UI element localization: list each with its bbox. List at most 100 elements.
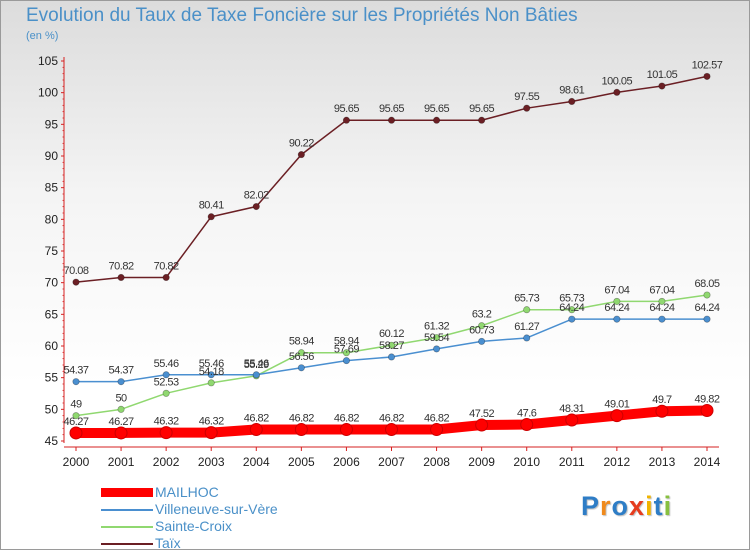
chart-title: Evolution du Taux de Taxe Foncière sur l… — [26, 5, 578, 26]
x-tick-label: 2006 — [333, 455, 360, 469]
x-tick-label: 2009 — [468, 455, 495, 469]
data-point-sainte-croix — [433, 334, 441, 342]
data-point-mailhoc — [520, 418, 534, 432]
data-point-sainte-croix — [658, 297, 666, 305]
data-label-taix: 102.57 — [692, 59, 723, 71]
x-tick-label: 2000 — [63, 455, 90, 469]
data-label-villeneuve-sur-vere: 58.27 — [379, 340, 404, 352]
data-point-villeneuve-sur-vere — [523, 334, 531, 342]
proxiti-logo: Proxiti — [581, 491, 672, 522]
data-label-mailhoc: 49.82 — [694, 393, 719, 405]
data-label-sainte-croix: 63.2 — [472, 309, 492, 321]
data-point-villeneuve-sur-vere — [387, 353, 396, 361]
x-tick-label: 2010 — [513, 455, 540, 469]
data-point-taix — [117, 273, 125, 282]
data-label-villeneuve-sur-vere: 64.24 — [694, 302, 719, 314]
data-point-taix — [207, 213, 215, 221]
data-point-sainte-croix — [297, 349, 305, 357]
data-label-villeneuve-sur-vere: 61.27 — [514, 321, 539, 333]
legend-label-taix: Taïx — [155, 535, 181, 550]
data-point-taix — [252, 202, 260, 211]
data-point-mailhoc — [159, 426, 173, 440]
data-label-sainte-croix: 58.94 — [334, 336, 359, 348]
y-tick-label: 65 — [45, 307, 59, 321]
x-tick-label: 2013 — [649, 455, 676, 469]
data-point-taix — [568, 97, 576, 106]
data-label-sainte-croix: 68.05 — [694, 278, 719, 290]
data-label-villeneuve-sur-vere: 55.46 — [199, 358, 224, 370]
legend-swatch-sainte-croix — [101, 526, 153, 528]
data-point-taix — [658, 82, 666, 90]
data-label-taix: 70.82 — [109, 260, 134, 272]
data-point-villeneuve-sur-vere — [658, 315, 666, 323]
data-label-sainte-croix: 49 — [70, 399, 82, 411]
data-label-mailhoc: 46.32 — [199, 416, 224, 428]
x-tick-label: 2005 — [288, 455, 315, 469]
legend-swatch-villeneuve-sur-vere — [101, 509, 153, 511]
y-tick-label: 90 — [45, 149, 59, 163]
data-label-taix: 70.82 — [154, 260, 179, 272]
data-point-taix — [72, 278, 80, 286]
data-label-mailhoc: 46.82 — [424, 412, 449, 424]
data-label-villeneuve-sur-vere: 55.46 — [154, 358, 179, 370]
data-label-sainte-croix: 65.73 — [514, 293, 539, 305]
x-tick-label: 2014 — [694, 455, 721, 469]
legend-label-sainte-croix: Sainte-Croix — [155, 518, 233, 534]
x-tick-label: 2002 — [153, 455, 180, 469]
x-tick-label: 2012 — [604, 455, 631, 469]
data-point-sainte-croix — [613, 297, 621, 305]
data-label-mailhoc: 46.82 — [334, 412, 359, 424]
data-label-sainte-croix: 65.73 — [559, 293, 584, 305]
data-label-taix: 90.22 — [289, 138, 314, 150]
x-tick-label: 2008 — [423, 455, 450, 469]
data-label-mailhoc: 48.31 — [559, 403, 584, 415]
data-point-taix — [342, 116, 350, 124]
data-label-taix: 97.55 — [514, 91, 539, 103]
data-label-villeneuve-sur-vere: 64.24 — [559, 302, 584, 314]
data-point-villeneuve-sur-vere — [342, 357, 350, 365]
data-label-sainte-croix: 52.53 — [154, 376, 179, 388]
data-point-sainte-croix — [703, 291, 711, 299]
x-tick-label: 2011 — [559, 455, 585, 469]
y-tick-label: 50 — [45, 402, 59, 416]
data-label-sainte-croix: 58.94 — [289, 336, 314, 348]
data-point-sainte-croix — [342, 349, 350, 357]
y-tick-label: 95 — [45, 117, 59, 131]
data-point-sainte-croix — [117, 405, 125, 413]
data-label-taix: 95.65 — [379, 103, 404, 115]
data-point-villeneuve-sur-vere — [703, 315, 711, 323]
data-label-taix: 70.08 — [63, 265, 88, 277]
data-label-sainte-croix: 60.12 — [379, 328, 404, 340]
data-point-sainte-croix — [478, 322, 486, 330]
data-label-villeneuve-sur-vere: 55.46 — [244, 358, 269, 370]
logo-letter: P — [581, 491, 601, 521]
data-label-villeneuve-sur-vere: 64.24 — [649, 302, 674, 314]
data-point-mailhoc — [204, 426, 218, 440]
data-point-mailhoc — [610, 409, 624, 423]
data-point-taix — [297, 151, 305, 159]
data-point-taix — [523, 104, 531, 112]
data-label-mailhoc: 46.82 — [379, 412, 404, 424]
data-label-villeneuve-sur-vere: 59.54 — [424, 332, 449, 344]
data-label-mailhoc: 46.82 — [244, 412, 269, 424]
data-label-mailhoc: 46.32 — [154, 416, 179, 428]
data-label-sainte-croix: 54.18 — [199, 366, 224, 378]
data-point-taix — [478, 116, 486, 124]
y-tick-label: 60 — [45, 339, 59, 353]
data-label-sainte-croix: 55.29 — [244, 359, 269, 371]
data-label-villeneuve-sur-vere: 54.37 — [63, 365, 88, 377]
data-point-villeneuve-sur-vere — [433, 345, 441, 353]
data-point-mailhoc — [114, 426, 128, 440]
x-tick-label: 2007 — [378, 455, 405, 469]
data-point-mailhoc — [655, 404, 669, 418]
logo-letter: o — [611, 491, 630, 521]
data-label-villeneuve-sur-vere: 54.37 — [109, 365, 134, 377]
data-label-taix: 80.41 — [199, 200, 224, 212]
data-point-mailhoc — [565, 413, 579, 427]
y-tick-label: 45 — [45, 434, 59, 448]
data-point-mailhoc — [700, 403, 714, 417]
x-tick-label: 2003 — [198, 455, 225, 469]
data-point-sainte-croix — [568, 306, 576, 314]
y-tick-label: 80 — [45, 212, 59, 226]
